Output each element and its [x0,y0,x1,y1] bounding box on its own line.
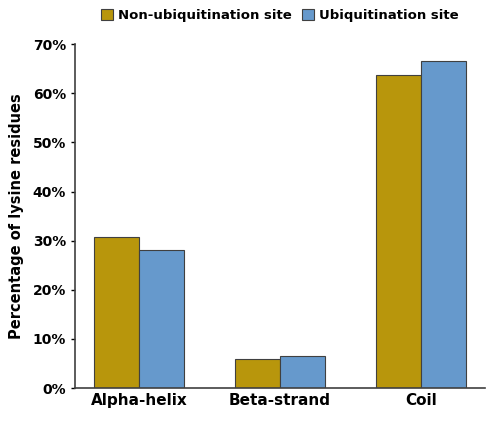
Bar [139,250,184,388]
Bar [235,359,280,388]
Legend: Non-ubiquitination site, Ubiquitination site: Non-ubiquitination site, Ubiquitination … [98,6,462,24]
Bar [280,356,325,388]
Bar [376,75,421,388]
Bar [94,237,139,388]
Y-axis label: Percentage of lysine residues: Percentage of lysine residues [10,93,24,339]
Bar [421,61,467,388]
